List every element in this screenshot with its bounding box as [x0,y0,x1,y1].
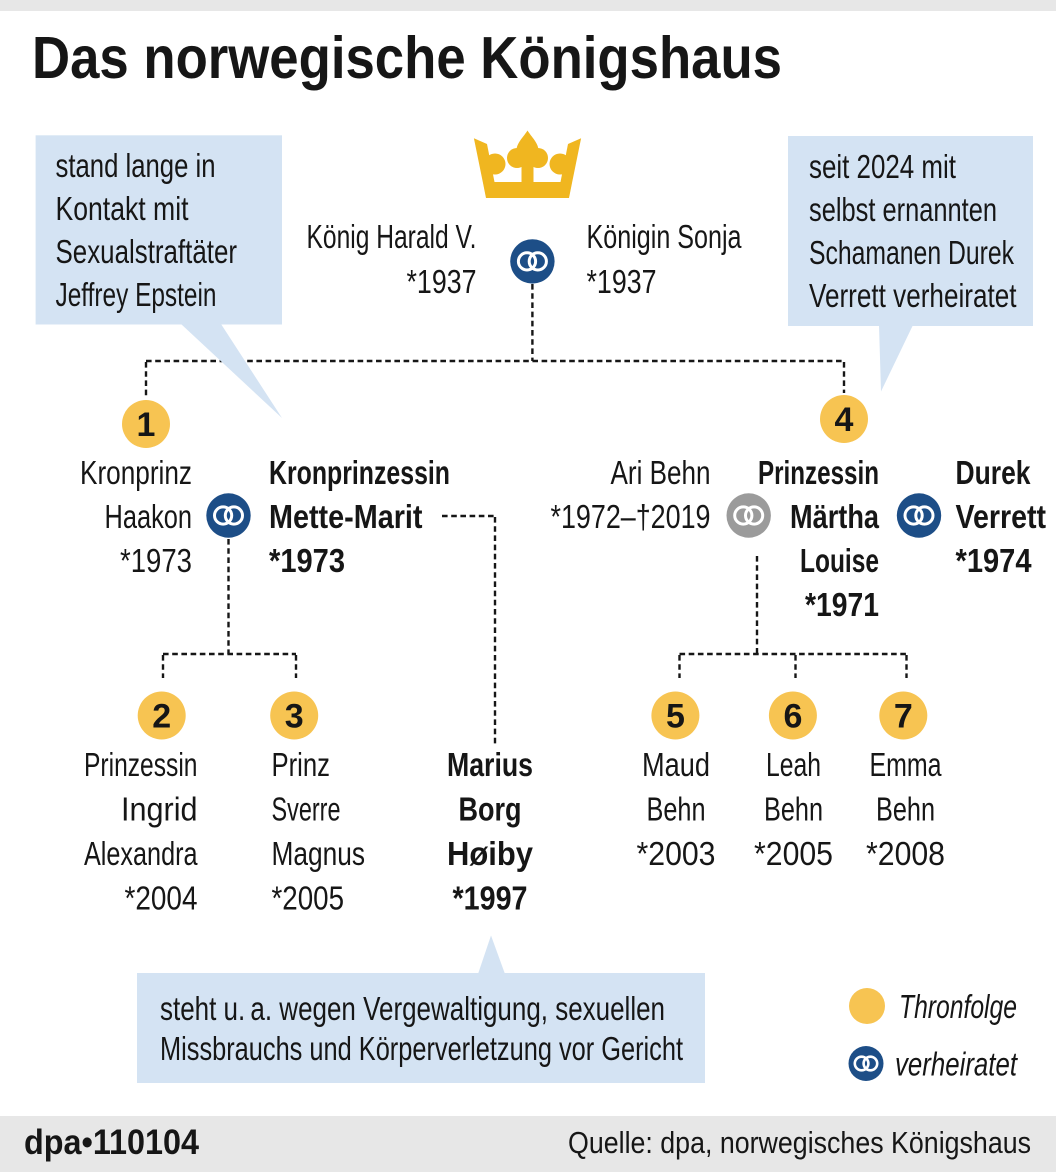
svg-text:seit 2024 mit: seit 2024 mit [809,148,956,185]
svg-text:Haakon: Haakon [105,498,193,535]
svg-text:Quelle: dpa, norwegisches Köni: Quelle: dpa, norwegisches Königshaus [568,1125,1031,1160]
svg-text:*1937: *1937 [407,263,477,300]
svg-text:Prinzessin: Prinzessin [758,454,879,491]
svg-text:*1974: *1974 [956,542,1033,579]
svg-text:Maud: Maud [642,746,710,783]
svg-text:1: 1 [137,406,156,444]
svg-text:steht u. a. wegen Vergewaltigu: steht u. a. wegen Vergewaltigung, sexuel… [160,990,665,1027]
svg-text:verheiratet: verheiratet [895,1046,1018,1083]
svg-text:Behn: Behn [876,791,935,828]
svg-text:Marius: Marius [447,746,533,783]
svg-text:Thronfolge: Thronfolge [899,988,1017,1025]
svg-text:Behn: Behn [764,791,823,828]
svg-text:2: 2 [152,698,171,736]
svg-text:Durek: Durek [956,454,1032,491]
svg-text:Prinzessin: Prinzessin [84,746,198,783]
svg-text:Verrett verheiratet: Verrett verheiratet [809,277,1017,314]
svg-text:König Harald V.: König Harald V. [307,218,477,255]
svg-text:*1973: *1973 [120,542,192,579]
svg-text:Verrett: Verrett [956,498,1047,535]
svg-text:Das norwegische Königshaus: Das norwegische Königshaus [32,25,782,91]
svg-text:Høiby: Høiby [447,835,534,872]
svg-text:dpa•110104: dpa•110104 [24,1123,199,1162]
svg-text:*2005: *2005 [272,880,345,917]
svg-text:Missbrauchs und Körperverletzu: Missbrauchs und Körperverletzung vor Ger… [160,1030,683,1067]
svg-text:Ingrid: Ingrid [121,791,198,828]
svg-text:Kronprinz: Kronprinz [80,454,192,491]
svg-text:*2003: *2003 [637,835,716,872]
svg-text:*1973: *1973 [269,542,345,579]
svg-text:Leah: Leah [766,746,821,783]
svg-text:Borg: Borg [459,791,522,828]
svg-text:Kronprinzessin: Kronprinzessin [269,454,450,491]
svg-text:Sexualstraftäter: Sexualstraftäter [56,233,238,270]
svg-text:Jeffrey Epstein: Jeffrey Epstein [56,276,217,313]
svg-text:Sverre: Sverre [272,791,341,828]
svg-text:*2008: *2008 [866,835,945,872]
svg-text:Emma: Emma [870,746,942,783]
svg-text:Mette-Marit: Mette-Marit [269,498,423,535]
svg-text:Ari Behn: Ari Behn [611,454,711,491]
svg-text:selbst ernannten: selbst ernannten [809,191,997,228]
svg-text:3: 3 [285,698,304,736]
svg-text:6: 6 [783,698,802,736]
svg-text:Königin Sonja: Königin Sonja [587,218,742,255]
svg-text:5: 5 [666,698,685,736]
svg-text:stand lange in: stand lange in [56,147,216,184]
svg-text:*1937: *1937 [587,263,657,300]
svg-text:4: 4 [835,401,854,439]
svg-text:Kontakt mit: Kontakt mit [56,190,189,227]
svg-text:Prinz: Prinz [272,746,331,783]
svg-text:*1972–†2019: *1972–†2019 [551,498,711,535]
svg-text:*2004: *2004 [125,880,198,917]
svg-text:Märtha: Märtha [790,498,880,535]
svg-text:Alexandra: Alexandra [84,835,198,872]
svg-text:Louise: Louise [800,542,879,579]
svg-text:Magnus: Magnus [272,835,366,872]
svg-text:7: 7 [894,698,913,736]
svg-text:*1971: *1971 [805,586,879,623]
svg-text:*2005: *2005 [754,835,833,872]
svg-text:*1997: *1997 [453,880,528,917]
svg-text:Schamanen Durek: Schamanen Durek [809,234,1014,271]
svg-text:Behn: Behn [647,791,706,828]
